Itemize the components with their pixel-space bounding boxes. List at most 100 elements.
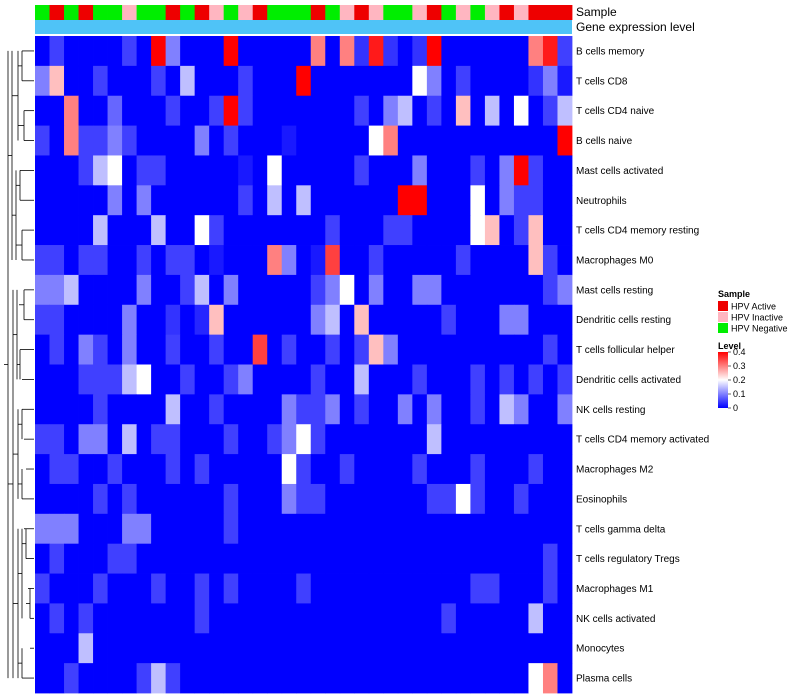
heatmap-cell — [455, 245, 471, 276]
heatmap-cell — [354, 633, 370, 664]
heatmap-cell — [310, 543, 326, 574]
heatmap-cell — [325, 65, 341, 97]
heatmap-cell — [93, 215, 108, 246]
heatmap-cell — [455, 185, 471, 216]
heatmap-cell — [470, 215, 486, 246]
sample-annotation-cell — [49, 5, 65, 20]
heatmap-cell — [93, 513, 108, 545]
heatmap-cell — [513, 334, 529, 365]
heatmap-cell — [209, 603, 225, 634]
heatmap-cell — [281, 394, 297, 425]
heatmap-cell — [267, 334, 283, 365]
heatmap-cell — [528, 543, 544, 574]
heatmap-cell — [513, 95, 529, 126]
heatmap-cell — [136, 334, 152, 365]
heatmap-cell — [238, 334, 254, 365]
heatmap-cell — [93, 364, 108, 395]
heatmap-cell — [93, 483, 108, 515]
heatmap-cell — [93, 95, 108, 126]
heatmap-cell — [122, 633, 137, 664]
heatmap-cell — [513, 633, 529, 664]
sample-annotation-cell — [165, 5, 181, 20]
heatmap-cell — [455, 603, 471, 634]
heatmap-cell — [412, 125, 428, 156]
heatmap-cell — [296, 573, 312, 604]
heatmap-cell — [354, 274, 370, 306]
heatmap-cell — [136, 155, 152, 186]
heatmap-cell — [470, 36, 486, 67]
sample-annotation-cell — [281, 5, 297, 20]
sample-annotation-cell — [557, 5, 573, 20]
heatmap-cell — [368, 125, 384, 156]
heatmap-cell — [35, 454, 50, 485]
heatmap-cell — [542, 245, 558, 276]
heatmap-cell — [180, 424, 196, 455]
heatmap-cell — [136, 573, 152, 604]
heatmap-cell — [93, 36, 108, 67]
heatmap-cell — [78, 274, 94, 306]
heatmap-cell — [354, 364, 370, 395]
heatmap-cell — [151, 215, 167, 246]
heatmap-cell — [441, 424, 457, 455]
heatmap-cell — [107, 245, 123, 276]
heatmap-cell — [513, 543, 529, 574]
heatmap-cell — [441, 304, 457, 336]
heatmap-cell — [238, 364, 254, 395]
heatmap-cell — [136, 513, 152, 545]
row-label: NK cells resting — [576, 405, 645, 416]
heatmap-cell — [325, 633, 341, 664]
heatmap-cell — [339, 245, 355, 276]
heatmap-cell — [310, 633, 326, 664]
heatmap-cell — [180, 364, 196, 395]
heatmap-cell — [281, 633, 297, 664]
heatmap-cell — [238, 573, 254, 604]
heatmap-cell — [223, 155, 239, 186]
heatmap-cell — [194, 155, 210, 186]
heatmap-cell — [93, 424, 108, 455]
heatmap-cell — [93, 125, 108, 156]
heatmap-cell — [325, 245, 341, 276]
heatmap-cell — [136, 454, 152, 485]
heatmap-cell — [339, 65, 355, 97]
row-label: Eosinophils — [576, 494, 627, 505]
heatmap-cell — [325, 185, 341, 216]
heatmap-cell — [310, 364, 326, 395]
heatmap-cell — [194, 454, 210, 485]
heatmap-cell — [310, 304, 326, 336]
heatmap-cell — [325, 424, 341, 455]
heatmap-cell — [267, 663, 283, 694]
heatmap-cell — [528, 364, 544, 395]
heatmap-cell — [49, 663, 65, 694]
heatmap-cell — [180, 334, 196, 365]
heatmap-cell — [252, 274, 268, 306]
heatmap-cell — [426, 125, 442, 156]
heatmap-cell — [499, 633, 515, 664]
heatmap-cell — [165, 543, 181, 574]
heatmap-cell — [267, 215, 283, 246]
heatmap-cell — [499, 364, 515, 395]
heatmap-cell — [194, 483, 210, 515]
heatmap-cell — [223, 573, 239, 604]
heatmap-cell — [426, 543, 442, 574]
legend-swatch-negative — [718, 323, 728, 333]
heatmap-cell — [528, 454, 544, 485]
heatmap-cell — [180, 36, 196, 67]
heatmap-cell — [223, 36, 239, 67]
heatmap-cell — [513, 65, 529, 97]
heatmap-cell — [470, 454, 486, 485]
heatmap-cell — [49, 274, 65, 306]
heatmap-cell — [35, 394, 50, 425]
heatmap-cell — [426, 245, 442, 276]
heatmap-cell — [542, 603, 558, 634]
heatmap-cell — [499, 304, 515, 336]
heatmap-cell — [368, 603, 384, 634]
heatmap-cell — [542, 483, 558, 515]
heatmap-cell — [122, 603, 137, 634]
heatmap-cell — [223, 394, 239, 425]
heatmap-cell — [165, 245, 181, 276]
heatmap-cell — [397, 633, 413, 664]
heatmap-cell — [455, 304, 471, 336]
heatmap-cell — [151, 454, 167, 485]
heatmap-cell — [542, 215, 558, 246]
